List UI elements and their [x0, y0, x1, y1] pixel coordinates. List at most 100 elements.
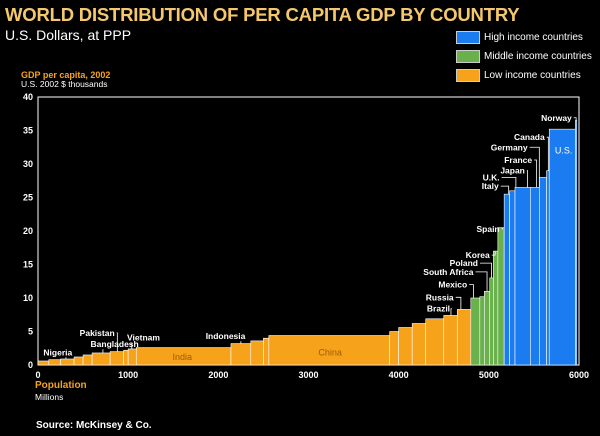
legend-swatch-high	[456, 31, 480, 44]
bar-high	[539, 177, 547, 366]
leader-line	[534, 159, 538, 188]
bar-low	[48, 359, 61, 366]
country-label-inside: India	[173, 352, 193, 362]
bar-middle	[497, 227, 505, 366]
chart-subtitle: U.S. Dollars, at PPP	[5, 27, 132, 43]
y-axis-unit: U.S. 2002 $ thousands	[21, 79, 108, 89]
x-tick-label: 6000	[569, 370, 589, 380]
leader-line	[455, 296, 462, 310]
bar-high	[503, 193, 510, 366]
country-label: Poland	[450, 258, 478, 268]
country-label: Italy	[482, 181, 499, 191]
bar-low	[73, 356, 84, 366]
leader-line	[450, 308, 453, 316]
country-label: Russia	[426, 292, 454, 302]
legend-label: Middle income countries	[484, 51, 592, 62]
bar-middle	[489, 277, 494, 366]
legend-swatch-middle	[456, 50, 480, 63]
legend-label: High income countries	[484, 32, 583, 43]
leader-line	[116, 332, 118, 352]
y-tick-label: 35	[23, 126, 33, 136]
bar-low	[250, 340, 264, 366]
bar-high	[548, 128, 576, 366]
country-label: Canada	[514, 132, 545, 142]
y-axis-label: GDP per capita, 2002	[21, 70, 111, 80]
bar-low	[60, 358, 75, 366]
legend-label: Low income countries	[484, 70, 581, 81]
leader-line	[501, 176, 517, 188]
bar-low	[37, 360, 50, 366]
bar-low	[109, 351, 124, 366]
bar-low	[389, 331, 399, 366]
bar-low	[398, 327, 413, 366]
x-tick-label: 2000	[208, 370, 228, 380]
chart-title: WORLD DISTRIBUTION OF PER CAPITA GDP BY …	[5, 4, 520, 25]
y-tick-label: 10	[23, 293, 33, 303]
leader-line	[501, 227, 503, 230]
leader-line	[491, 251, 496, 256]
country-label: Nigeria	[43, 347, 72, 357]
bar-middle	[470, 297, 481, 366]
y-tick-label: 20	[23, 226, 33, 236]
bar-low	[127, 348, 137, 366]
leader-line	[573, 117, 577, 121]
bar-low	[82, 354, 93, 366]
country-label: Spain	[476, 224, 499, 234]
country-label: Bangladesh	[91, 339, 139, 349]
bar-low	[456, 309, 472, 366]
y-tick-label: 15	[23, 260, 33, 270]
country-label: Pakistan	[80, 328, 115, 338]
leader-line	[526, 170, 529, 188]
x-tick-label: 4000	[389, 370, 409, 380]
country-label-inside: China	[318, 347, 342, 357]
bar-low	[230, 343, 252, 366]
bar-high	[509, 190, 516, 366]
bar-high	[514, 187, 531, 366]
bar-low	[263, 337, 270, 366]
y-tick-label: 40	[23, 92, 33, 102]
bar-low	[411, 323, 427, 366]
leader-line	[475, 271, 488, 292]
country-label: Germany	[491, 142, 528, 152]
legend-item-low: Low income countries	[456, 66, 592, 85]
y-tick-label: 0	[28, 360, 33, 370]
leader-line	[469, 284, 474, 298]
x-tick-label: 1000	[118, 370, 138, 380]
legend-swatch-low	[456, 69, 480, 82]
bar-middle	[493, 250, 499, 366]
country-label-inside: U.S.	[555, 146, 573, 156]
leader-line	[480, 262, 492, 278]
bar-middle	[484, 290, 491, 366]
bar-high	[546, 170, 550, 366]
leader-line	[500, 185, 510, 195]
legend-item-high: High income countries	[456, 28, 592, 47]
country-label: Norway	[541, 113, 572, 123]
bar-low	[425, 318, 445, 366]
leader-line	[546, 136, 549, 171]
bar-low	[443, 315, 458, 366]
country-label: France	[504, 155, 532, 165]
y-tick-label: 5	[28, 327, 33, 337]
country-label: Indonesia	[206, 331, 246, 341]
y-tick-label: 25	[23, 193, 33, 203]
country-label: Japan	[500, 166, 525, 176]
x-tick-label: 0	[35, 370, 40, 380]
x-tick-label: 5000	[479, 370, 499, 380]
bar-low	[91, 352, 111, 366]
country-label: Brazil	[427, 304, 450, 314]
x-tick-label: 3000	[298, 370, 318, 380]
x-axis-unit: Millions	[35, 392, 64, 402]
legend: High income countries Middle income coun…	[456, 28, 592, 85]
y-tick-label: 30	[23, 159, 33, 169]
leader-line	[529, 146, 540, 188]
country-label: Korea	[466, 250, 490, 260]
bar-low	[123, 349, 129, 366]
bar-middle	[479, 296, 485, 366]
country-label: U.K.	[483, 172, 500, 182]
x-axis-label: Population	[35, 380, 87, 391]
country-label: Vietnam	[127, 333, 160, 343]
source-note: Source: McKinsey & Co.	[36, 420, 152, 431]
legend-item-middle: Middle income countries	[456, 47, 592, 66]
